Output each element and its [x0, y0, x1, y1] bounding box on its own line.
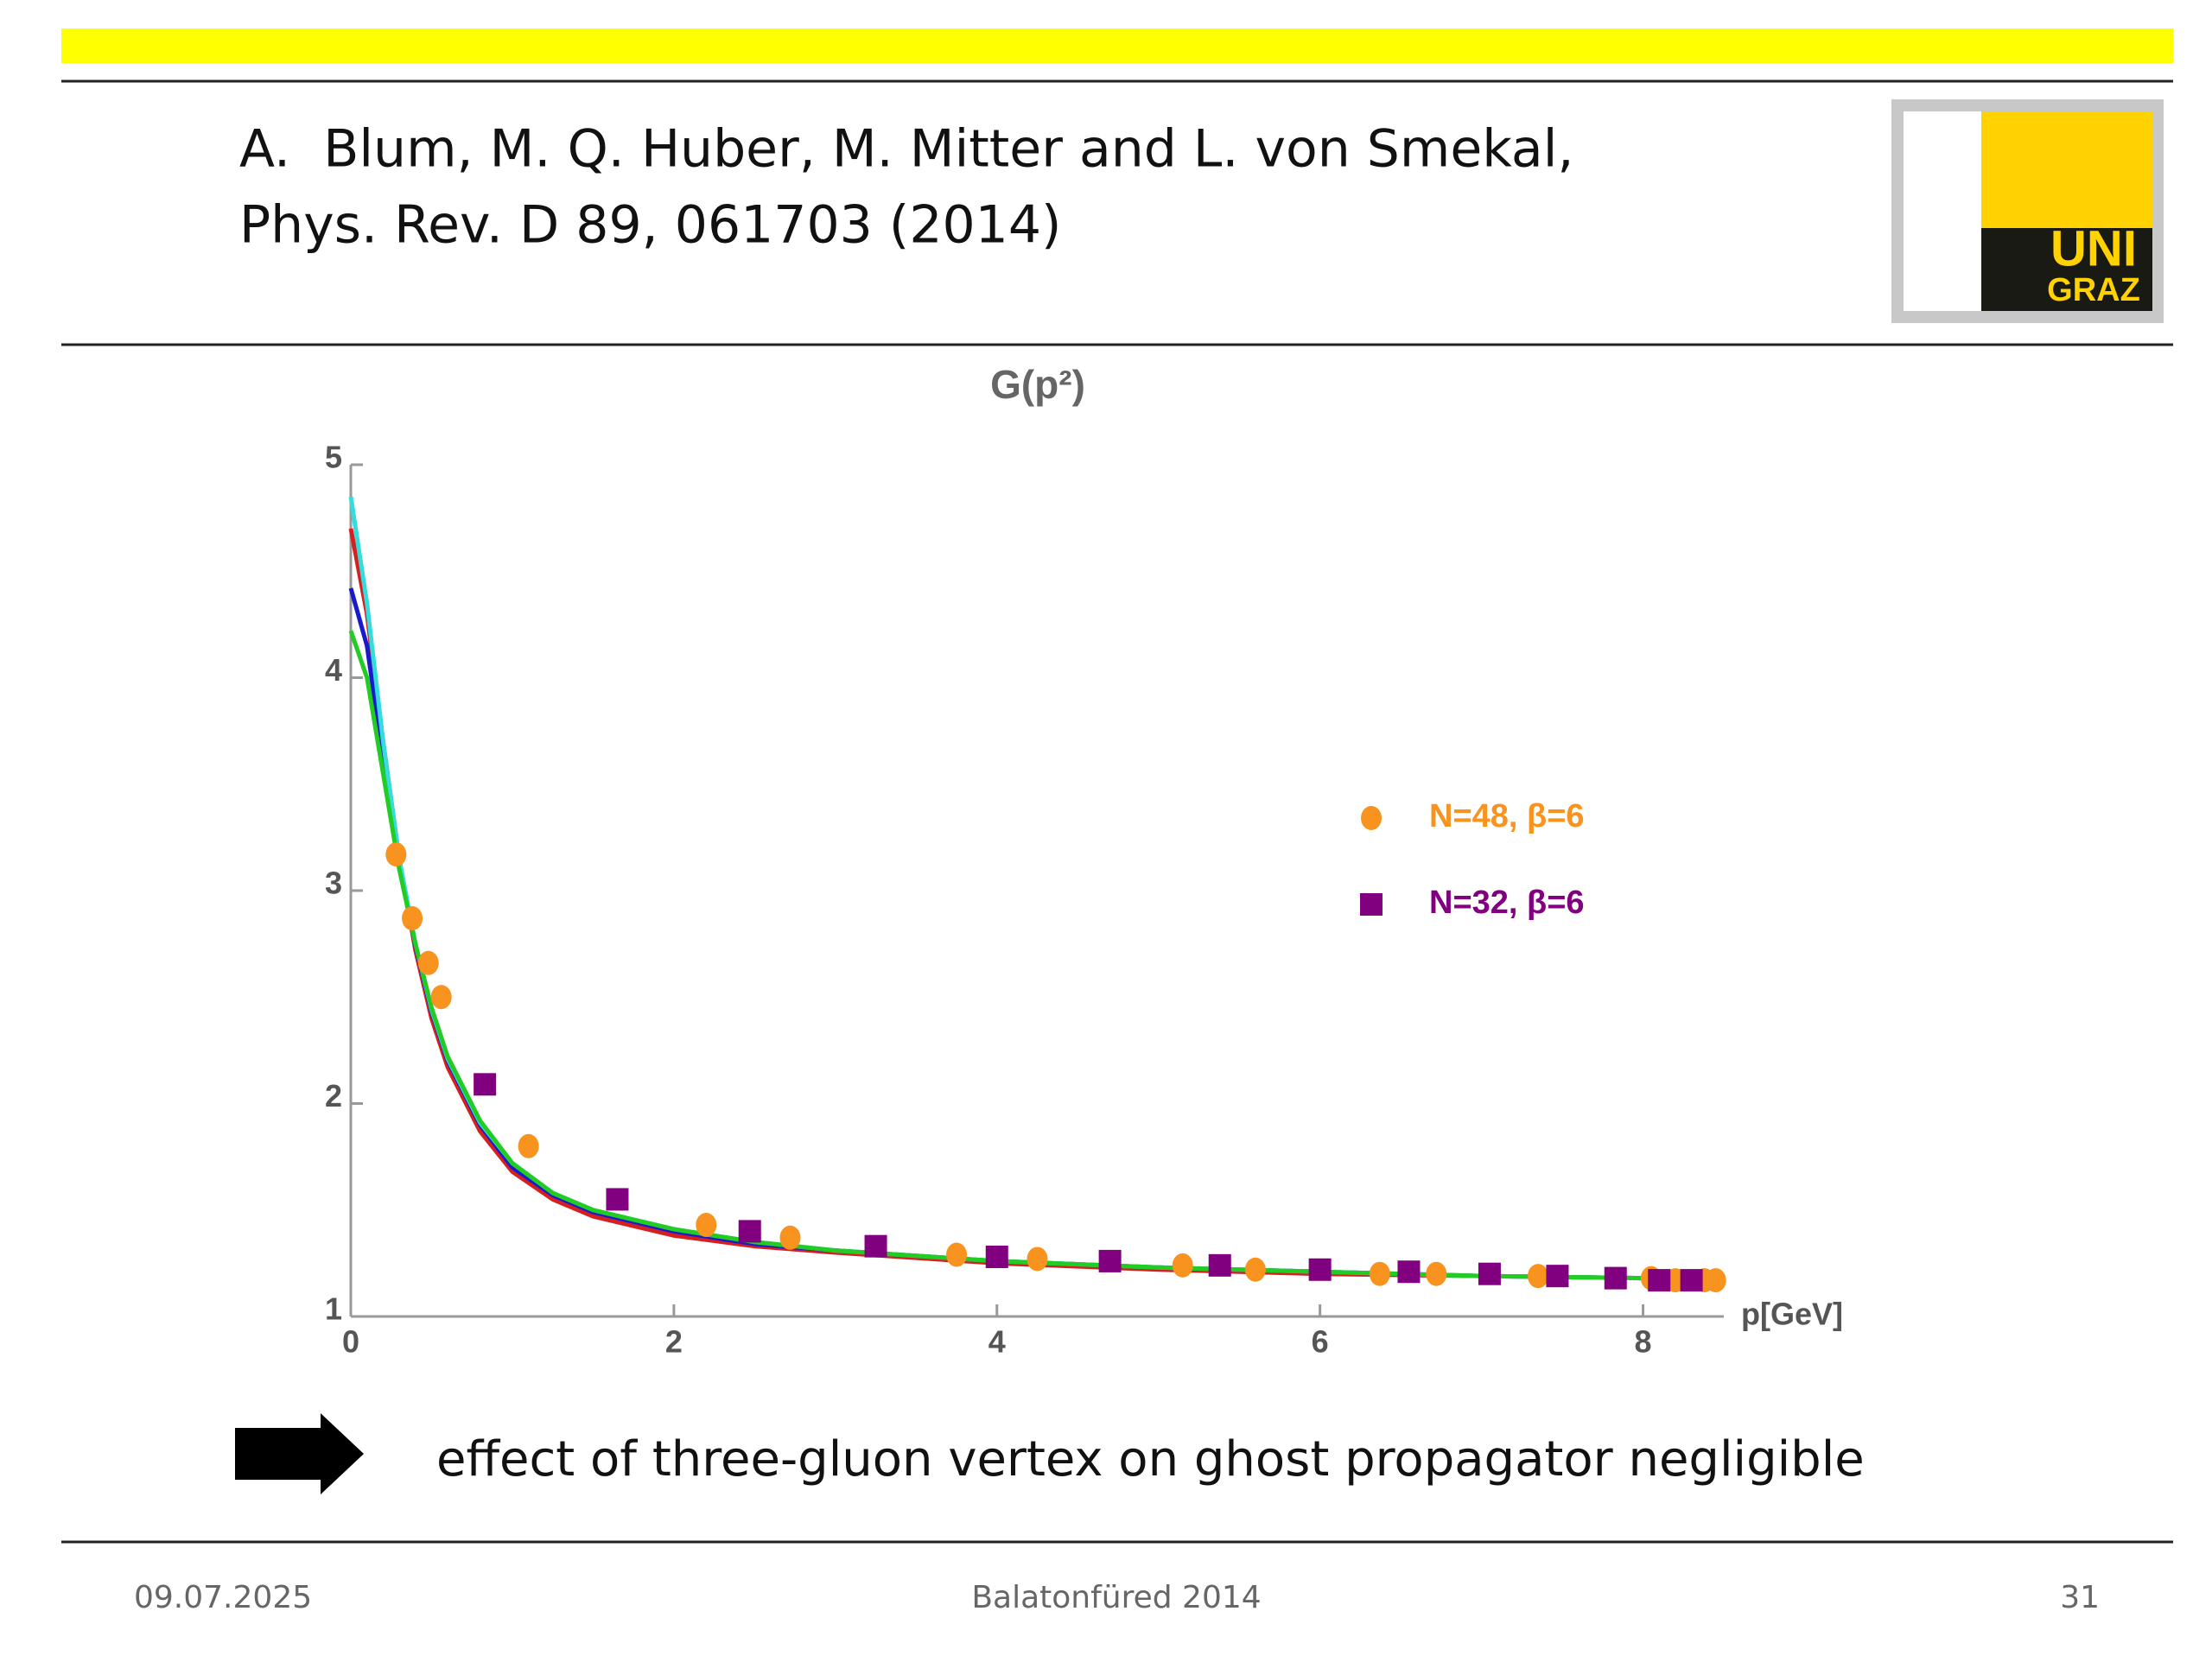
point — [696, 1213, 717, 1238]
x-tick-label: 0 — [342, 1324, 359, 1360]
footer-event: Balatonfüred 2014 — [971, 1580, 1261, 1615]
curve — [348, 587, 1725, 1283]
point — [417, 950, 439, 975]
point — [1172, 1253, 1193, 1278]
plot: 0 2 4 6 8 1 2 3 4 5 p[GeV] N=48, β=6 N=32, β=6 — [325, 440, 1843, 1360]
point — [385, 842, 407, 867]
header-bar — [61, 29, 2173, 63]
y-tick-label: 3 — [325, 866, 342, 901]
chart-title: G(p²) — [990, 362, 1085, 407]
point — [946, 1242, 968, 1267]
footer-page: 31 — [2060, 1580, 2100, 1615]
x-tick-label: 2 — [665, 1324, 683, 1360]
citation-line: A. Blum, M. Q. Huber, M. Mitter and L. v… — [239, 119, 1573, 180]
point — [1098, 1249, 1122, 1272]
point — [518, 1133, 539, 1158]
legend-label: N=48, β=6 — [1429, 798, 1585, 834]
point — [430, 985, 452, 1010]
point — [1528, 1264, 1549, 1289]
legend-symbol — [1361, 806, 1382, 830]
point — [1426, 1261, 1447, 1286]
point — [985, 1245, 1008, 1268]
logo-band — [1981, 228, 2152, 311]
point — [1680, 1269, 1703, 1292]
point — [1027, 1246, 1048, 1272]
logo-text: UNI — [2050, 220, 2137, 276]
x-tick-label: 8 — [1635, 1324, 1652, 1360]
citation-line: Phys. Rev. D 89, 061703 (2014) — [239, 195, 1061, 256]
footer-date: 09.07.2025 — [134, 1580, 312, 1615]
point — [1208, 1253, 1231, 1277]
legend-label: N=32, β=6 — [1429, 885, 1585, 921]
point — [1397, 1260, 1421, 1284]
conclusion: effect of three-gluon vertex on ghost pr… — [436, 1431, 1865, 1488]
point — [402, 906, 423, 931]
x-tick-label: 6 — [1312, 1324, 1329, 1360]
curve — [348, 630, 1725, 1283]
point — [1478, 1262, 1501, 1285]
y-tick-label: 5 — [325, 440, 342, 475]
point — [738, 1220, 761, 1243]
point — [1369, 1261, 1390, 1286]
point — [1546, 1265, 1569, 1288]
point — [864, 1234, 887, 1258]
y-tick-label: 2 — [325, 1078, 342, 1113]
point — [606, 1188, 629, 1211]
point — [1604, 1266, 1627, 1290]
point — [474, 1073, 497, 1096]
logo: UNI GRAZ — [1891, 99, 2164, 323]
y-tick-label: 1 — [325, 1291, 342, 1327]
x-tick-label: 4 — [988, 1324, 1006, 1360]
point — [1308, 1258, 1332, 1281]
logo-text: GRAZ — [2047, 272, 2140, 308]
point — [779, 1225, 801, 1250]
y-tick-label: 4 — [325, 652, 342, 688]
legend-symbol — [1360, 893, 1382, 916]
point — [1244, 1257, 1266, 1282]
arrow — [235, 1413, 364, 1494]
point — [1705, 1268, 1726, 1293]
x-axis-label: p[GeV] — [1741, 1297, 1843, 1332]
point — [1648, 1269, 1671, 1292]
